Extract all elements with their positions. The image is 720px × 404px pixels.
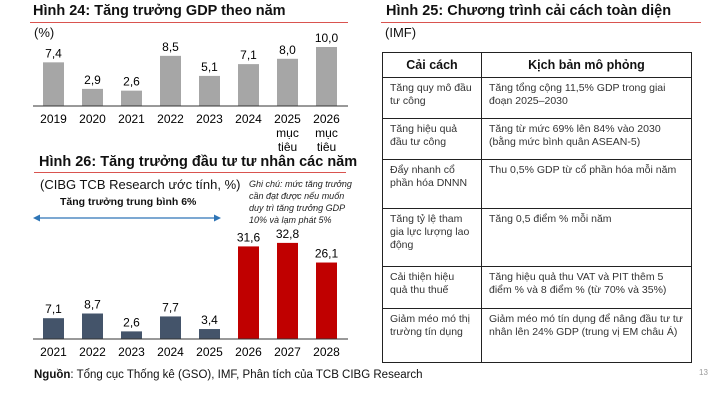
bar <box>316 262 337 339</box>
scenario-cell: Tăng từ mức 69% lên 84% vào 2030 (bằng m… <box>481 118 692 160</box>
table-subtitle: (IMF) <box>385 25 417 40</box>
category-label: mục <box>276 126 299 140</box>
average-growth-annotation: Tăng trưởng trung bình 6% <box>60 196 197 208</box>
table-title: Hình 25: Chương trình cải cách toàn diện <box>386 3 672 19</box>
bar <box>82 88 103 106</box>
scenario-cell: Thu 0,5% GDP từ cổ phần hóa mỗi năm <box>481 159 692 209</box>
value-label: 2,9 <box>84 73 101 87</box>
bar <box>316 47 337 106</box>
bar <box>238 246 259 339</box>
value-label: 26,1 <box>315 247 339 261</box>
category-label: 2021 <box>40 345 67 359</box>
chart1-unit: (%) <box>34 25 55 40</box>
chart2-note: Ghi chú: mức tăng trưởng cần đạt được nế… <box>249 179 352 225</box>
bar <box>277 58 298 106</box>
value-label: 31,6 <box>237 230 261 244</box>
scenario-cell: Tăng tổng cộng 11,5% GDP trong giai đoạn… <box>481 77 692 119</box>
value-label: 7,4 <box>45 46 62 60</box>
reform-cell: Tăng quy mô đầu tư công <box>382 77 482 119</box>
table-row: Giảm méo mó thị trường tín dụng Giảm méo … <box>382 308 692 363</box>
category-label: 2023 <box>196 112 223 126</box>
scenario-cell: Giảm méo mó tín dụng để nâng đầu tư tư n… <box>481 308 692 363</box>
scenario-cell: Tăng 0,5 điểm % mỗi năm <box>481 208 692 267</box>
bar <box>160 55 181 106</box>
reform-cell: Đẩy nhanh cổ phần hóa DNNN <box>382 159 482 209</box>
value-label: 32,8 <box>276 227 300 241</box>
reform-cell: Cải thiện hiệu quả thu thuế <box>382 266 482 309</box>
bar <box>82 313 103 339</box>
category-label: 2025 <box>274 112 301 126</box>
value-label: 10,0 <box>315 31 339 45</box>
table-row: Tăng quy mô đầu tư công Tăng tổng cộng 11… <box>382 77 692 119</box>
bar <box>43 62 64 106</box>
gdp-chart: 7,4 2019 2,9 2020 2,6 2021 8,5 2022 5,1 2023 7,1 20… <box>33 31 348 154</box>
private-investment-chart: 7,1 2021 8,7 2022 2,6 2023 7,7 2024 3,4 2025 31,6 2… <box>33 214 348 359</box>
category-label: 2024 <box>157 345 184 359</box>
category-label: 2022 <box>79 345 106 359</box>
reform-cell: Tăng tỷ lệ tham gia lực lượng lao động <box>382 208 482 267</box>
table-row: Tăng tỷ lệ tham gia lực lượng lao động Tă… <box>382 208 692 267</box>
value-label: 7,7 <box>162 300 179 314</box>
category-label: 2026 <box>313 112 340 126</box>
reform-table: Cải cách Kịch bản mô phỏng Tăng quy mô đ… <box>382 52 692 363</box>
bar <box>277 242 298 339</box>
table-row: Đẩy nhanh cổ phần hóa DNNN Thu 0,5% GDP t… <box>382 159 692 209</box>
bar <box>121 90 142 106</box>
category-label: 2020 <box>79 112 106 126</box>
header-scenario: Kịch bản mô phỏng <box>481 52 692 78</box>
reform-cell: Tăng hiệu quả đầu tư công <box>382 118 482 160</box>
category-label: 2025 <box>196 345 223 359</box>
value-label: 3,4 <box>201 313 218 327</box>
value-label: 7,1 <box>45 302 62 316</box>
divider <box>381 22 701 23</box>
value-label: 5,1 <box>201 60 218 74</box>
table-row: Cải thiện hiệu quả thu thuế Tăng hiệu quả… <box>382 266 692 309</box>
category-label: 2027 <box>274 345 301 359</box>
bar <box>160 316 181 339</box>
category-label: 2026 <box>235 345 262 359</box>
category-label: tiêu <box>278 140 297 154</box>
chart2-title: Hình 26: Tăng trưởng đầu tư tư nhân các … <box>39 154 358 170</box>
arrow-right-icon <box>214 214 221 222</box>
value-label: 2,6 <box>123 315 140 329</box>
bar <box>199 75 220 106</box>
chart1-title: Hình 24: Tăng trưởng GDP theo năm <box>33 3 286 19</box>
category-label: 2024 <box>235 112 262 126</box>
category-label: mục <box>315 126 338 140</box>
table-row: Tăng hiệu quả đầu tư công Tăng từ mức 69%… <box>382 118 692 160</box>
bar <box>238 64 259 106</box>
bar <box>199 329 220 339</box>
value-label: 2,6 <box>123 75 140 89</box>
category-label: tiêu <box>317 140 336 154</box>
category-label: 2022 <box>157 112 184 126</box>
divider <box>30 22 348 23</box>
value-label: 7,1 <box>240 48 257 62</box>
value-label: 8,0 <box>279 43 296 57</box>
chart2-subtitle: (CIBG TCB Research ước tính, %) <box>40 177 241 192</box>
value-label: 8,5 <box>162 40 179 54</box>
page-number: 13 <box>699 368 708 377</box>
header-reform: Cải cách <box>382 52 482 78</box>
source-label: Nguồn <box>34 369 71 381</box>
bar <box>43 318 64 339</box>
category-label: 2019 <box>40 112 67 126</box>
category-label: 2021 <box>118 112 145 126</box>
category-label: 2023 <box>118 345 145 359</box>
scenario-cell: Tăng hiệu quả thu VAT và PIT thêm 5 điểm… <box>481 266 692 309</box>
bar <box>121 331 142 339</box>
reform-cell: Giảm méo mó thị trường tín dụng <box>382 308 482 363</box>
divider <box>34 172 346 173</box>
category-label: 2028 <box>313 345 340 359</box>
source-note: Nguồn: Tổng cục Thống kê (GSO), IMF, Phâ… <box>34 369 423 381</box>
value-label: 8,7 <box>84 298 101 312</box>
source-text: : Tổng cục Thống kê (GSO), IMF, Phân tíc… <box>70 369 423 381</box>
arrow-left-icon <box>33 214 40 222</box>
